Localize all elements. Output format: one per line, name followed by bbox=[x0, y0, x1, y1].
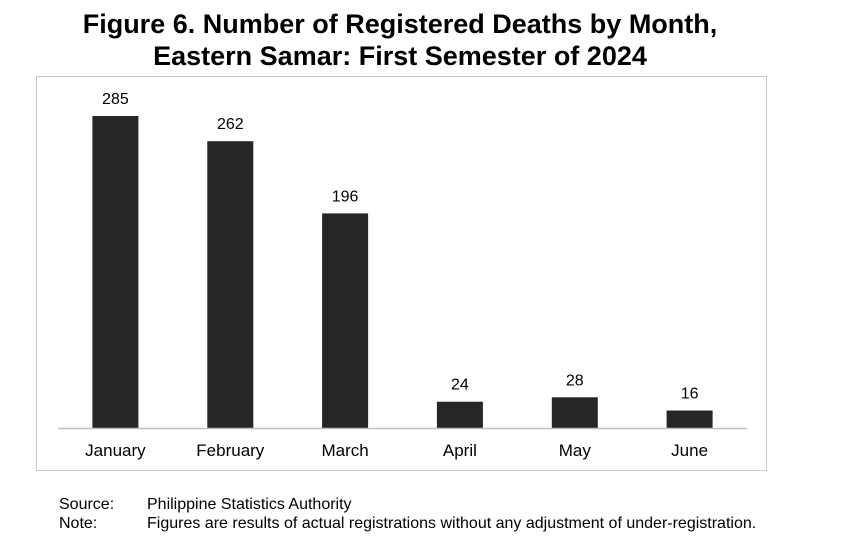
x-tick-label-january: January bbox=[85, 441, 146, 460]
data-label-april: 24 bbox=[451, 377, 469, 394]
bar-may bbox=[551, 397, 598, 428]
bar-june bbox=[666, 410, 713, 428]
bar-april bbox=[436, 401, 483, 428]
bar-february bbox=[207, 141, 254, 428]
source-label: Source: bbox=[59, 496, 115, 513]
chart-title: Figure 6. Number of Registered Deaths by… bbox=[0, 8, 800, 72]
bar-january bbox=[92, 116, 139, 428]
note-text: Figures are results of actual registrati… bbox=[147, 515, 757, 532]
note-label: Note: bbox=[59, 515, 98, 532]
source-text: Philippine Statistics Authority bbox=[147, 496, 352, 513]
x-tick-label-april: April bbox=[443, 441, 477, 460]
bar-march bbox=[322, 213, 369, 428]
x-tick-label-june: June bbox=[671, 441, 708, 460]
source-row: Source: Philippine Statistics Authority bbox=[59, 495, 756, 514]
data-label-march: 196 bbox=[332, 188, 359, 205]
data-label-may: 28 bbox=[566, 372, 584, 389]
note-row: Note: Figures are results of actual regi… bbox=[59, 514, 756, 533]
chart-title-line-1: Figure 6. Number of Registered Deaths by… bbox=[82, 9, 718, 39]
data-label-february: 262 bbox=[217, 116, 244, 133]
footnotes: Source: Philippine Statistics Authority … bbox=[59, 495, 756, 533]
chart-frame bbox=[36, 76, 767, 471]
x-tick-label-march: March bbox=[321, 441, 368, 460]
x-tick-label-february: February bbox=[196, 441, 265, 460]
data-label-june: 16 bbox=[681, 386, 699, 403]
data-label-january: 285 bbox=[102, 91, 129, 108]
chart-title-line-2: Eastern Samar: First Semester of 2024 bbox=[153, 41, 647, 71]
x-tick-label-may: May bbox=[559, 441, 592, 460]
